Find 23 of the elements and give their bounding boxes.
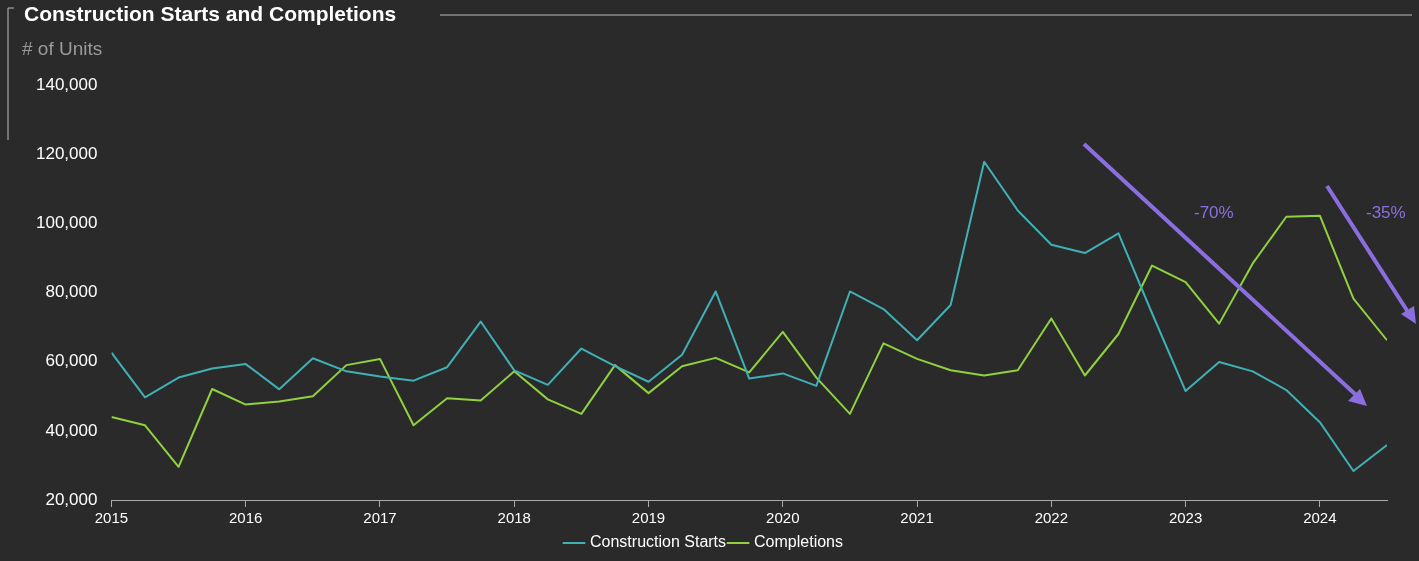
x-tick-label: 2016 <box>229 509 263 527</box>
chart-title: Construction Starts and Completions <box>24 2 405 26</box>
x-tick-label: 2021 <box>900 509 934 527</box>
y-tick-label: 140,000 <box>36 74 98 94</box>
x-tick-label: 2015 <box>94 509 129 527</box>
y-tick-label: 20,000 <box>45 489 98 509</box>
y-tick-label: 120,000 <box>36 143 98 163</box>
y-tick-label: 40,000 <box>45 420 98 440</box>
y-tick-label: 80,000 <box>45 282 98 302</box>
x-tick-label: 2024 <box>1303 509 1337 527</box>
y-tick-label: 60,000 <box>45 351 98 371</box>
x-tick-label: 2018 <box>497 509 531 527</box>
x-tick-label: 2019 <box>631 509 666 527</box>
annotation: -35% <box>1366 203 1406 223</box>
x-tick-label: 2020 <box>766 509 800 527</box>
x-tick-label: 2017 <box>363 509 397 527</box>
y-axis-title: # of Units <box>22 38 103 60</box>
y-tick-label: 100,000 <box>36 213 98 233</box>
x-tick-label: 2023 <box>1168 509 1203 527</box>
legend-label: Completions <box>754 533 843 551</box>
annotation: -70% <box>1194 203 1234 223</box>
x-tick-label: 2022 <box>1034 509 1069 527</box>
legend-label: Construction Starts <box>590 533 727 551</box>
